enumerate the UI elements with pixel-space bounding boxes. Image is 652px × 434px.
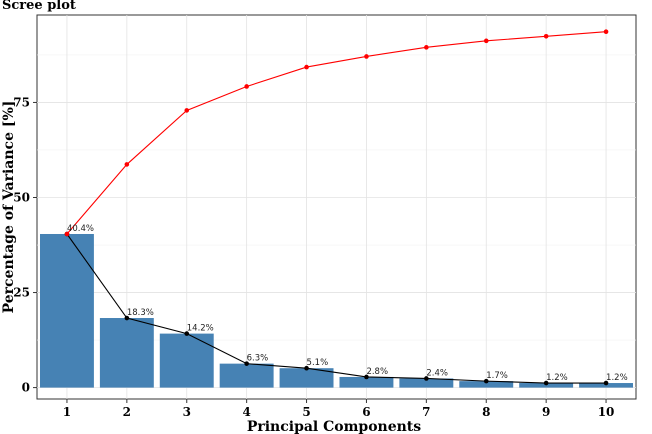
x-tick-label: 9 (542, 405, 550, 419)
variance-line-point (184, 331, 190, 336)
plot-panel-border (36, 14, 637, 400)
bar-value-label: 14.2% (187, 324, 214, 334)
variance-line-point (244, 361, 249, 366)
bar-value-label: 1.2% (546, 373, 568, 383)
bar (99, 318, 154, 388)
cumulative-variance-line-point (244, 84, 249, 89)
cumulative-variance-line-point (364, 54, 369, 59)
variance-line-point (304, 365, 309, 371)
x-tick-label: 7 (422, 405, 430, 419)
variance-line-point (424, 376, 429, 381)
x-tick-label: 3 (183, 405, 191, 419)
x-tick-label: 6 (362, 405, 370, 419)
cumulative-variance-line (66, 31, 607, 235)
bar-value-label: 2.4% (426, 368, 448, 378)
variance-line-point (603, 380, 609, 386)
variance-line-point (483, 378, 489, 384)
lines (64, 29, 609, 386)
y-tick-label: 0 (22, 381, 30, 395)
bar-value-label: 5.1% (307, 358, 329, 368)
variance-line-point (124, 315, 130, 321)
variance-line-point (364, 374, 369, 380)
bar (399, 378, 454, 388)
cumulative-variance-line-point (304, 64, 309, 70)
cumulative-variance-line-point (603, 29, 609, 35)
cumulative-variance-line-point (184, 108, 190, 113)
x-tick-label: 1 (63, 405, 71, 419)
x-axis-title: Principal Components (247, 419, 421, 434)
variance-line-point (543, 380, 549, 386)
bar-value-label: 2.8% (366, 367, 388, 377)
bar-value-label: 6.3% (247, 354, 269, 364)
cumulative-variance-line-point (543, 33, 549, 39)
x-tick-label: 2 (123, 405, 131, 419)
chart-title: Scree plot (2, 0, 76, 13)
x-tick-label: 5 (302, 405, 310, 419)
bar-value-label: 1.2% (606, 373, 628, 383)
y-tick-label: 50 (13, 190, 30, 204)
variance-line (66, 233, 607, 384)
cumulative-variance-line-point (124, 162, 130, 167)
bar (159, 333, 214, 388)
axis-ticks: 0 25 50 75 1 2 3 4 5 6 7 8 9 10 (13, 95, 614, 419)
y-axis-title: Percentage of Variance [%] (1, 101, 17, 314)
y-tick-label: 25 (13, 286, 30, 300)
bar (219, 363, 274, 388)
y-tick-label: 75 (13, 95, 30, 109)
bar-value-label: 18.3% (127, 308, 154, 318)
cumulative-variance-line-point (424, 45, 429, 50)
cumulative-variance-line-point (64, 231, 70, 237)
bar-value-label: 40.4% (67, 224, 94, 234)
data-labels: 40.4% 18.3% 14.2% 6.3% 5.1% 2.8% 2.4% 1.7% 1.2% 1… (67, 224, 628, 383)
x-tick-label: 4 (242, 405, 250, 419)
x-tick-label: 10 (598, 405, 615, 419)
bar-value-label: 1.7% (486, 371, 508, 381)
bar (39, 233, 94, 388)
bar (279, 368, 334, 388)
bar (459, 381, 514, 388)
x-tick-label: 8 (482, 405, 490, 419)
cumulative-variance-line-point (483, 38, 489, 44)
bar (339, 376, 394, 388)
